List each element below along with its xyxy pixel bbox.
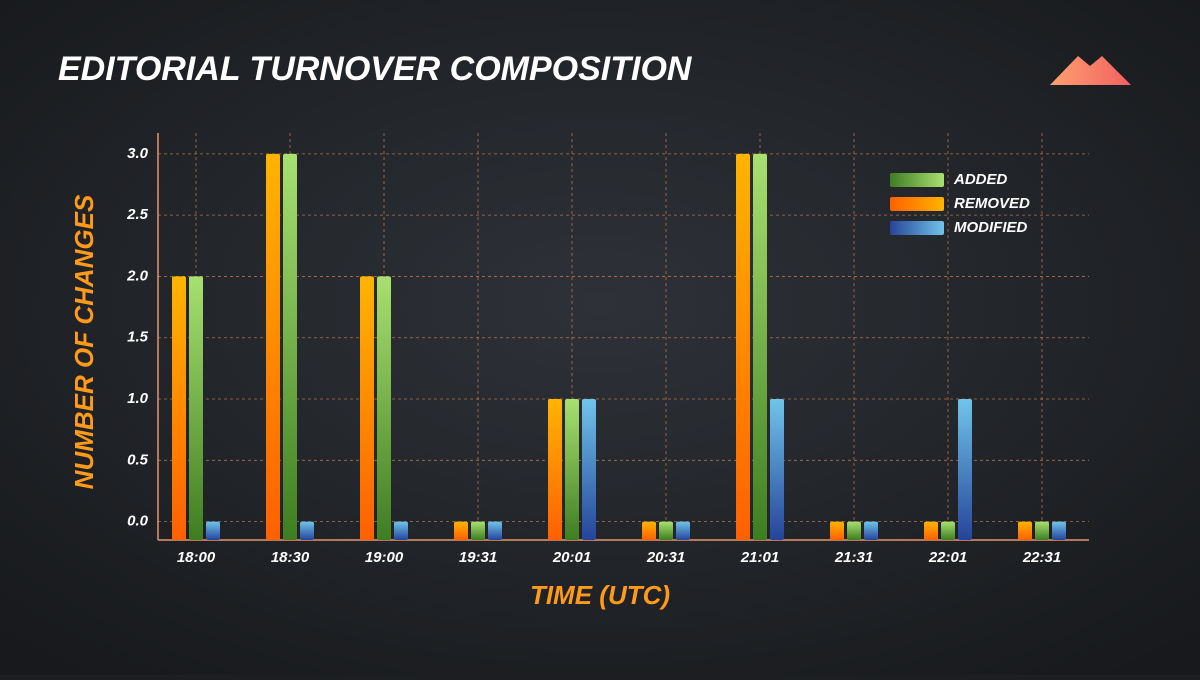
plot-area: 0.0 0.5 1.0 1.5 2.0 2.5 3.0 18:00 18:30 19:00 19:3… (126, 133, 1089, 566)
x-tick-label: 18:30 (271, 549, 310, 566)
bar (300, 521, 314, 540)
y-tick-label: 2.5 (126, 206, 149, 223)
bar (830, 521, 844, 540)
x-tick-label: 20:01 (552, 549, 591, 566)
bar (266, 153, 280, 540)
y-tick-label: 1.0 (127, 390, 149, 407)
bar (736, 153, 750, 540)
x-tick-label: 22:31 (1022, 549, 1061, 566)
bar (172, 276, 186, 540)
y-axis-label: NUMBER OF CHANGES (69, 194, 99, 489)
bar (958, 399, 972, 540)
bar (1035, 521, 1049, 540)
bar (924, 521, 938, 540)
x-tick-label: 22:01 (928, 549, 967, 566)
legend-label: ADDED (953, 171, 1008, 188)
bar (642, 521, 656, 540)
bar (394, 521, 408, 540)
bar (377, 276, 391, 540)
y-tick-label: 0.5 (127, 451, 149, 468)
bar (454, 521, 468, 540)
bar (1018, 521, 1032, 540)
bar (659, 521, 673, 540)
y-tick-label: 1.5 (127, 329, 149, 346)
chart-title: EDITORIAL TURNOVER COMPOSITION (58, 50, 693, 88)
bar (941, 521, 955, 540)
legend-swatch (890, 197, 944, 211)
x-axis-label: TIME (UTC) (530, 580, 670, 610)
bar (582, 399, 596, 540)
legend-swatch (890, 221, 944, 235)
bar (360, 276, 374, 540)
bar (283, 153, 297, 540)
x-tick-label: 21:01 (740, 549, 779, 566)
legend-label: REMOVED (954, 195, 1030, 212)
bar (1052, 521, 1066, 540)
bar (770, 399, 784, 540)
y-tick-label: 2.0 (126, 267, 149, 284)
bar (548, 399, 562, 540)
bar (488, 521, 502, 540)
bar (847, 521, 861, 540)
x-tick-label: 19:31 (459, 549, 497, 566)
y-tick-label: 3.0 (127, 145, 149, 162)
bar (471, 521, 485, 540)
bar (565, 399, 579, 540)
logo (1050, 56, 1131, 85)
legend-swatch (890, 173, 944, 187)
y-tick-label: 0.0 (127, 513, 149, 530)
x-tick-label: 20:31 (646, 549, 685, 566)
bar (753, 153, 767, 540)
x-tick-label: 18:00 (177, 549, 216, 566)
x-tick-label: 19:00 (365, 549, 404, 566)
bar (189, 276, 203, 540)
bar (676, 521, 690, 540)
bar (206, 521, 220, 540)
bar (864, 521, 878, 540)
x-tick-label: 21:31 (834, 549, 873, 566)
legend-label: MODIFIED (954, 219, 1027, 236)
